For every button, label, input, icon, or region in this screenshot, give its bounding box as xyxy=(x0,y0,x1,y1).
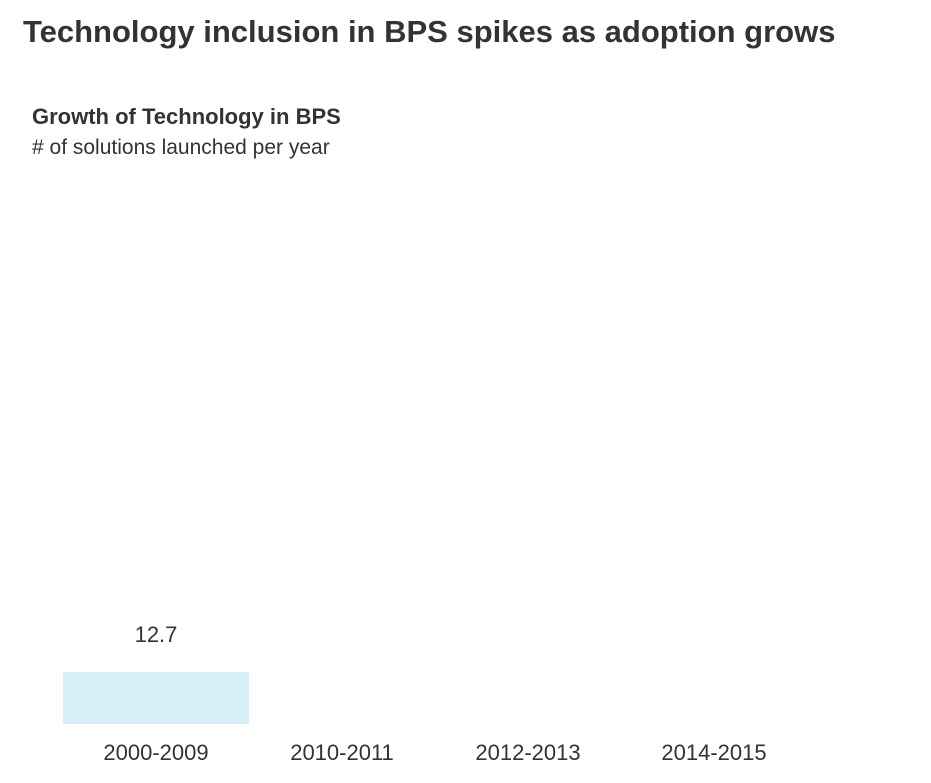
x-tick-label: 2014-2015 xyxy=(661,740,766,765)
chart-title: Growth of Technology in BPS xyxy=(32,104,341,129)
x-tick-label: 2000-2009 xyxy=(103,740,208,765)
headline: Technology inclusion in BPS spikes as ad… xyxy=(23,14,836,49)
data-label: 12.7 xyxy=(135,622,178,647)
chart-subtitle: # of solutions launched per year xyxy=(32,136,330,159)
x-tick-label: 2012-2013 xyxy=(475,740,580,765)
bar-2000-2009 xyxy=(63,672,249,724)
x-tick-label: 2010-2011 xyxy=(290,740,394,765)
